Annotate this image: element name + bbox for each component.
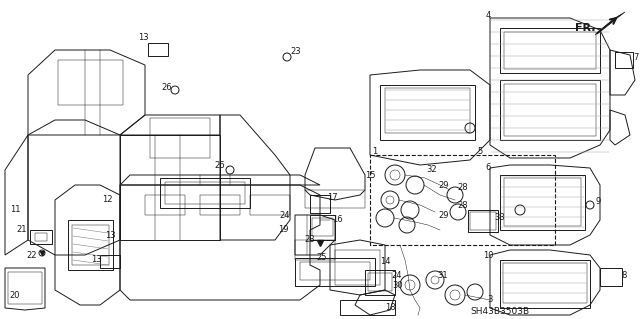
Text: 6: 6 — [485, 164, 491, 173]
Bar — [600, 268, 622, 286]
Text: 31: 31 — [438, 271, 448, 279]
Text: FR.: FR. — [575, 23, 595, 33]
Text: 18: 18 — [385, 303, 396, 313]
Bar — [368, 273, 392, 291]
Bar — [468, 210, 498, 232]
Text: 24: 24 — [280, 211, 291, 219]
Text: 5: 5 — [477, 147, 483, 157]
Text: 26: 26 — [162, 84, 172, 93]
Text: 28: 28 — [458, 201, 468, 210]
Bar — [58, 60, 123, 105]
Text: 8: 8 — [621, 271, 627, 279]
Bar — [312, 218, 333, 236]
Text: 7: 7 — [634, 54, 639, 63]
Text: 4: 4 — [485, 11, 491, 19]
Bar — [370, 155, 555, 245]
Bar — [148, 43, 168, 56]
Text: 29: 29 — [439, 181, 449, 189]
Bar — [200, 195, 240, 215]
Text: 10: 10 — [483, 250, 493, 259]
Text: 23: 23 — [305, 235, 316, 244]
Text: 30: 30 — [393, 280, 403, 290]
Text: 22: 22 — [27, 250, 37, 259]
Text: 24: 24 — [392, 271, 403, 279]
Text: 12: 12 — [102, 196, 112, 204]
Text: 13: 13 — [91, 256, 101, 264]
Bar — [310, 215, 335, 240]
Text: 29: 29 — [439, 211, 449, 219]
Text: 26: 26 — [214, 160, 225, 169]
Bar — [335, 250, 380, 285]
Text: 15: 15 — [365, 170, 375, 180]
Bar — [470, 212, 496, 230]
Bar — [503, 263, 587, 303]
Bar — [305, 190, 365, 208]
Bar — [165, 182, 245, 204]
Bar — [145, 195, 185, 215]
Bar — [68, 220, 113, 270]
Text: 19: 19 — [278, 226, 288, 234]
Text: 13: 13 — [105, 231, 115, 240]
Text: 16: 16 — [332, 216, 342, 225]
Text: 23: 23 — [291, 48, 301, 56]
Text: 13: 13 — [138, 33, 148, 42]
Bar — [500, 260, 590, 308]
Bar — [100, 255, 120, 268]
Bar — [504, 178, 581, 226]
Bar — [35, 233, 47, 241]
Polygon shape — [595, 12, 625, 35]
Text: 3: 3 — [487, 295, 493, 305]
Bar — [160, 178, 250, 208]
Bar — [385, 88, 470, 133]
Bar — [504, 84, 596, 136]
Bar — [30, 230, 52, 244]
Text: 21: 21 — [17, 226, 28, 234]
Bar — [500, 80, 600, 140]
Text: 28: 28 — [458, 183, 468, 192]
Text: 25: 25 — [317, 254, 327, 263]
Bar — [72, 225, 109, 265]
Text: SH43B3503B: SH43B3503B — [470, 308, 529, 316]
Text: 20: 20 — [10, 291, 20, 300]
Bar — [500, 175, 585, 230]
Bar — [310, 195, 330, 213]
Bar — [380, 85, 475, 140]
Text: 33: 33 — [495, 213, 506, 222]
Bar — [8, 272, 42, 304]
Text: 32: 32 — [427, 166, 437, 174]
Bar — [500, 28, 600, 73]
Text: 11: 11 — [10, 205, 20, 214]
Bar — [150, 118, 210, 158]
Bar — [300, 262, 370, 280]
Text: 14: 14 — [380, 257, 390, 266]
Bar — [615, 52, 633, 68]
Text: 9: 9 — [595, 197, 600, 206]
Text: 1: 1 — [372, 147, 378, 157]
Bar — [250, 195, 290, 215]
Bar — [365, 270, 395, 295]
Bar — [504, 32, 596, 69]
Text: 17: 17 — [326, 194, 337, 203]
Bar — [295, 258, 375, 286]
Bar — [340, 300, 395, 315]
Bar — [295, 240, 335, 260]
